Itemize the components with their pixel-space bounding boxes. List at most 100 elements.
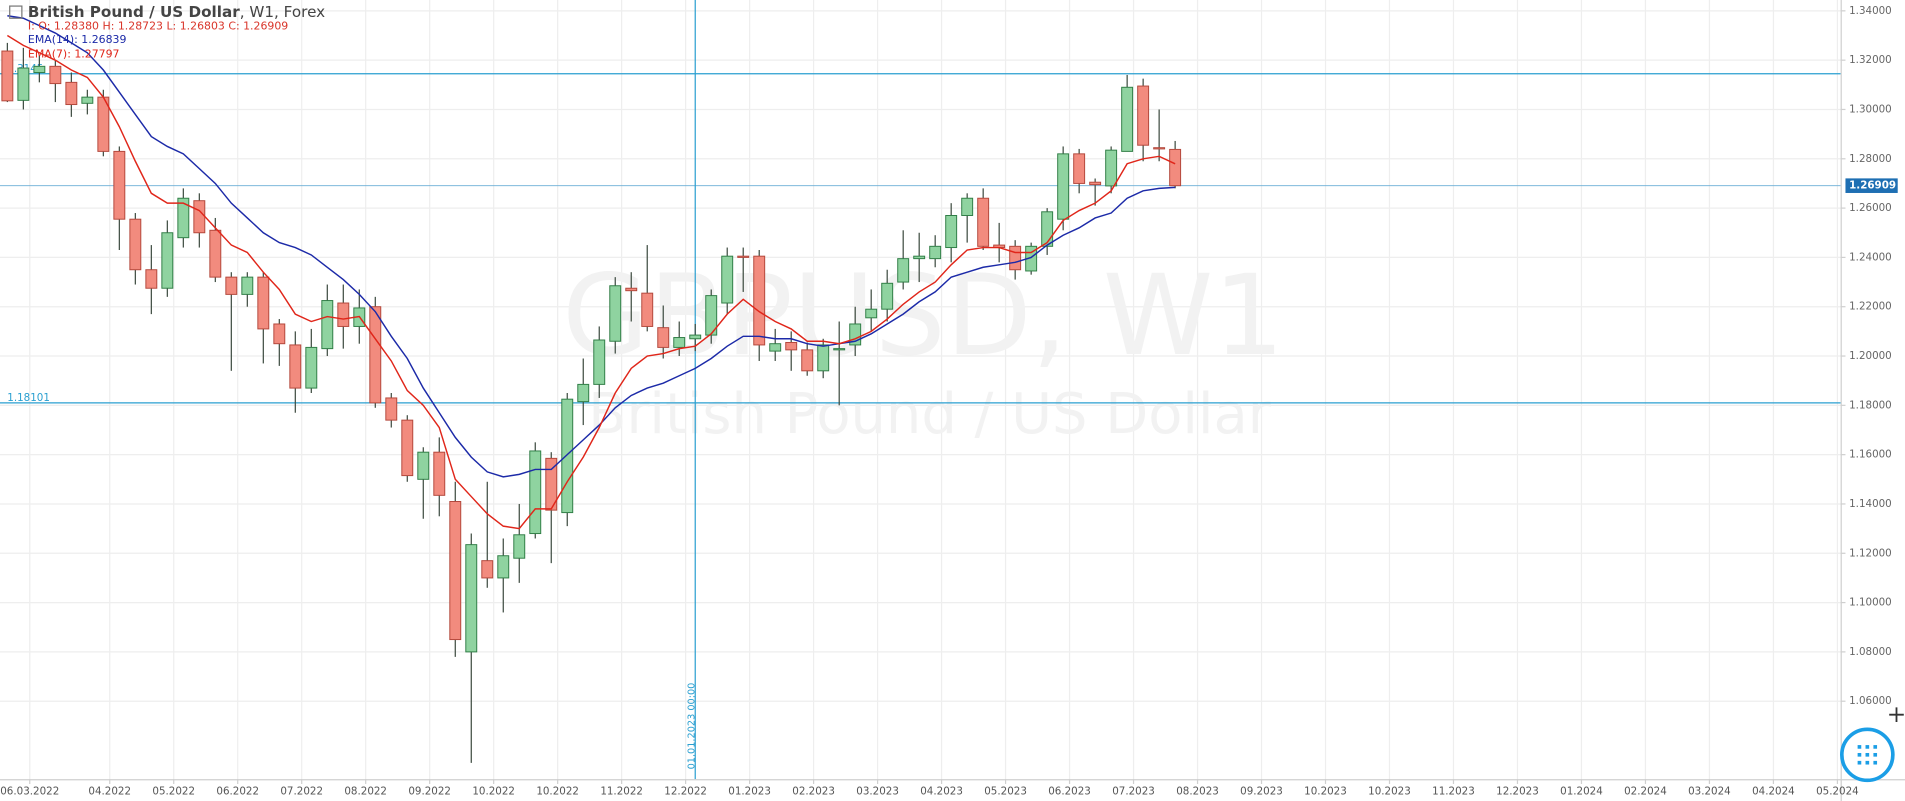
ema-line xyxy=(6,34,1176,530)
legend-entry: EMA(14): 1.26839 xyxy=(28,33,127,46)
x-tick-label: 10.2023 xyxy=(1304,785,1347,797)
candle-body xyxy=(1089,181,1102,186)
x-tick-label: 10.2022 xyxy=(472,785,515,797)
candle-body xyxy=(753,255,766,346)
x-tick-label: 10.2022 xyxy=(536,785,579,797)
x-tick-label: 05.2024 xyxy=(1816,785,1859,797)
x-tick-label: 07.2023 xyxy=(1112,785,1155,797)
x-tick-label: 04.2022 xyxy=(88,785,131,797)
move-cursor xyxy=(1889,707,1904,722)
candle-body xyxy=(881,282,894,310)
candle-body xyxy=(977,197,990,247)
candle-body xyxy=(1105,149,1118,187)
candle-body xyxy=(561,398,574,514)
candle-body xyxy=(449,501,462,641)
candle-body xyxy=(273,323,286,345)
candle-body xyxy=(177,197,190,239)
candle-body xyxy=(593,339,606,385)
candle-body xyxy=(1057,153,1070,220)
candle-body xyxy=(81,96,94,104)
candle-body xyxy=(305,346,318,389)
candle-body xyxy=(49,65,62,85)
candle-body xyxy=(33,65,46,73)
candle-body xyxy=(257,276,270,330)
candle-body xyxy=(225,276,238,295)
x-tick-label: 10.2023 xyxy=(1368,785,1411,797)
candle-body xyxy=(337,302,350,327)
y-tick-label: 1.24000 xyxy=(1849,251,1892,263)
candle-body xyxy=(321,300,334,350)
x-tick-label: 11.2023 xyxy=(1432,785,1475,797)
candle-body xyxy=(1121,86,1134,152)
candle-body xyxy=(193,200,206,234)
crosshair-label: 01.01.2023 00:00 xyxy=(687,683,698,770)
candle-body xyxy=(401,419,414,477)
x-tick-label: 09.2022 xyxy=(408,785,451,797)
y-tick-label: 1.16000 xyxy=(1849,449,1892,461)
candle-body xyxy=(689,334,702,340)
candle-body xyxy=(817,344,830,372)
candle-body xyxy=(705,295,718,336)
y-tick-label: 1.22000 xyxy=(1849,301,1892,313)
candle-body xyxy=(113,150,126,220)
candle-body xyxy=(721,255,734,304)
y-tick-label: 1.14000 xyxy=(1849,498,1892,510)
candle-body xyxy=(945,215,958,249)
candle-body xyxy=(433,451,446,496)
candle-body xyxy=(625,287,638,292)
candle-body xyxy=(1137,85,1150,146)
candle-body xyxy=(385,397,398,421)
x-tick-label: 02.2023 xyxy=(792,785,835,797)
x-tick-label: 06.2023 xyxy=(1048,785,1091,797)
ohlc-label: I: O: 1.28380 H: 1.28723 L: 1.26803 C: 1… xyxy=(28,20,288,33)
x-tick-label: 08.2022 xyxy=(344,785,387,797)
candle-body xyxy=(65,81,78,106)
candle-body xyxy=(529,450,542,535)
y-tick-label: 1.26000 xyxy=(1849,202,1892,214)
menu-dots xyxy=(1857,745,1878,765)
candle-body xyxy=(849,323,862,346)
candle-body xyxy=(1041,211,1054,247)
x-tick-label: 07.2022 xyxy=(280,785,323,797)
y-tick-label: 1.18000 xyxy=(1849,399,1892,411)
last-price-badge xyxy=(1845,178,1898,193)
candle-body xyxy=(673,337,686,348)
candle-body xyxy=(497,555,510,579)
candle-body xyxy=(417,451,430,480)
candle-body xyxy=(1009,245,1022,271)
y-tick-label: 1.32000 xyxy=(1849,54,1892,66)
candle-body xyxy=(833,348,846,351)
ema-line xyxy=(7,15,1176,478)
x-tick-label: 04.2023 xyxy=(920,785,963,797)
candle-body xyxy=(17,67,30,101)
candle-body xyxy=(737,255,750,258)
candle-body xyxy=(641,292,654,327)
candle-body xyxy=(513,534,526,559)
x-tick-label: 09.2023 xyxy=(1240,785,1283,797)
candle-body xyxy=(129,218,142,271)
y-tick-label: 1.08000 xyxy=(1849,646,1892,658)
candle-body xyxy=(1073,153,1086,184)
candle-body xyxy=(1153,147,1166,150)
legend-entry: EMA(7): 1.27797 xyxy=(28,48,120,61)
x-tick-label: 04.2024 xyxy=(1752,785,1795,797)
candle-body xyxy=(785,341,798,351)
x-tick-label: 03.2023 xyxy=(856,785,899,797)
symbol-icon[interactable] xyxy=(9,5,23,19)
y-tick-label: 1.12000 xyxy=(1849,547,1892,559)
candle-body xyxy=(897,258,910,283)
y-tick-label: 1.30000 xyxy=(1849,103,1892,115)
x-tick-label: 12.2022 xyxy=(664,785,707,797)
y-tick-label: 1.34000 xyxy=(1849,5,1892,17)
y-tick-label: 1.28000 xyxy=(1849,153,1892,165)
x-tick-label: 08.2023 xyxy=(1176,785,1219,797)
candle-body xyxy=(369,306,382,404)
x-tick-label: 06.2022 xyxy=(216,785,259,797)
candle-body xyxy=(161,232,174,289)
chart-title: British Pound / US Dollar, W1, Forex xyxy=(28,3,325,21)
x-tick-label: 03.2024 xyxy=(1688,785,1731,797)
candle-body xyxy=(465,544,478,653)
x-tick-label: 05.2023 xyxy=(984,785,1027,797)
y-tick-label: 1.20000 xyxy=(1849,350,1892,362)
